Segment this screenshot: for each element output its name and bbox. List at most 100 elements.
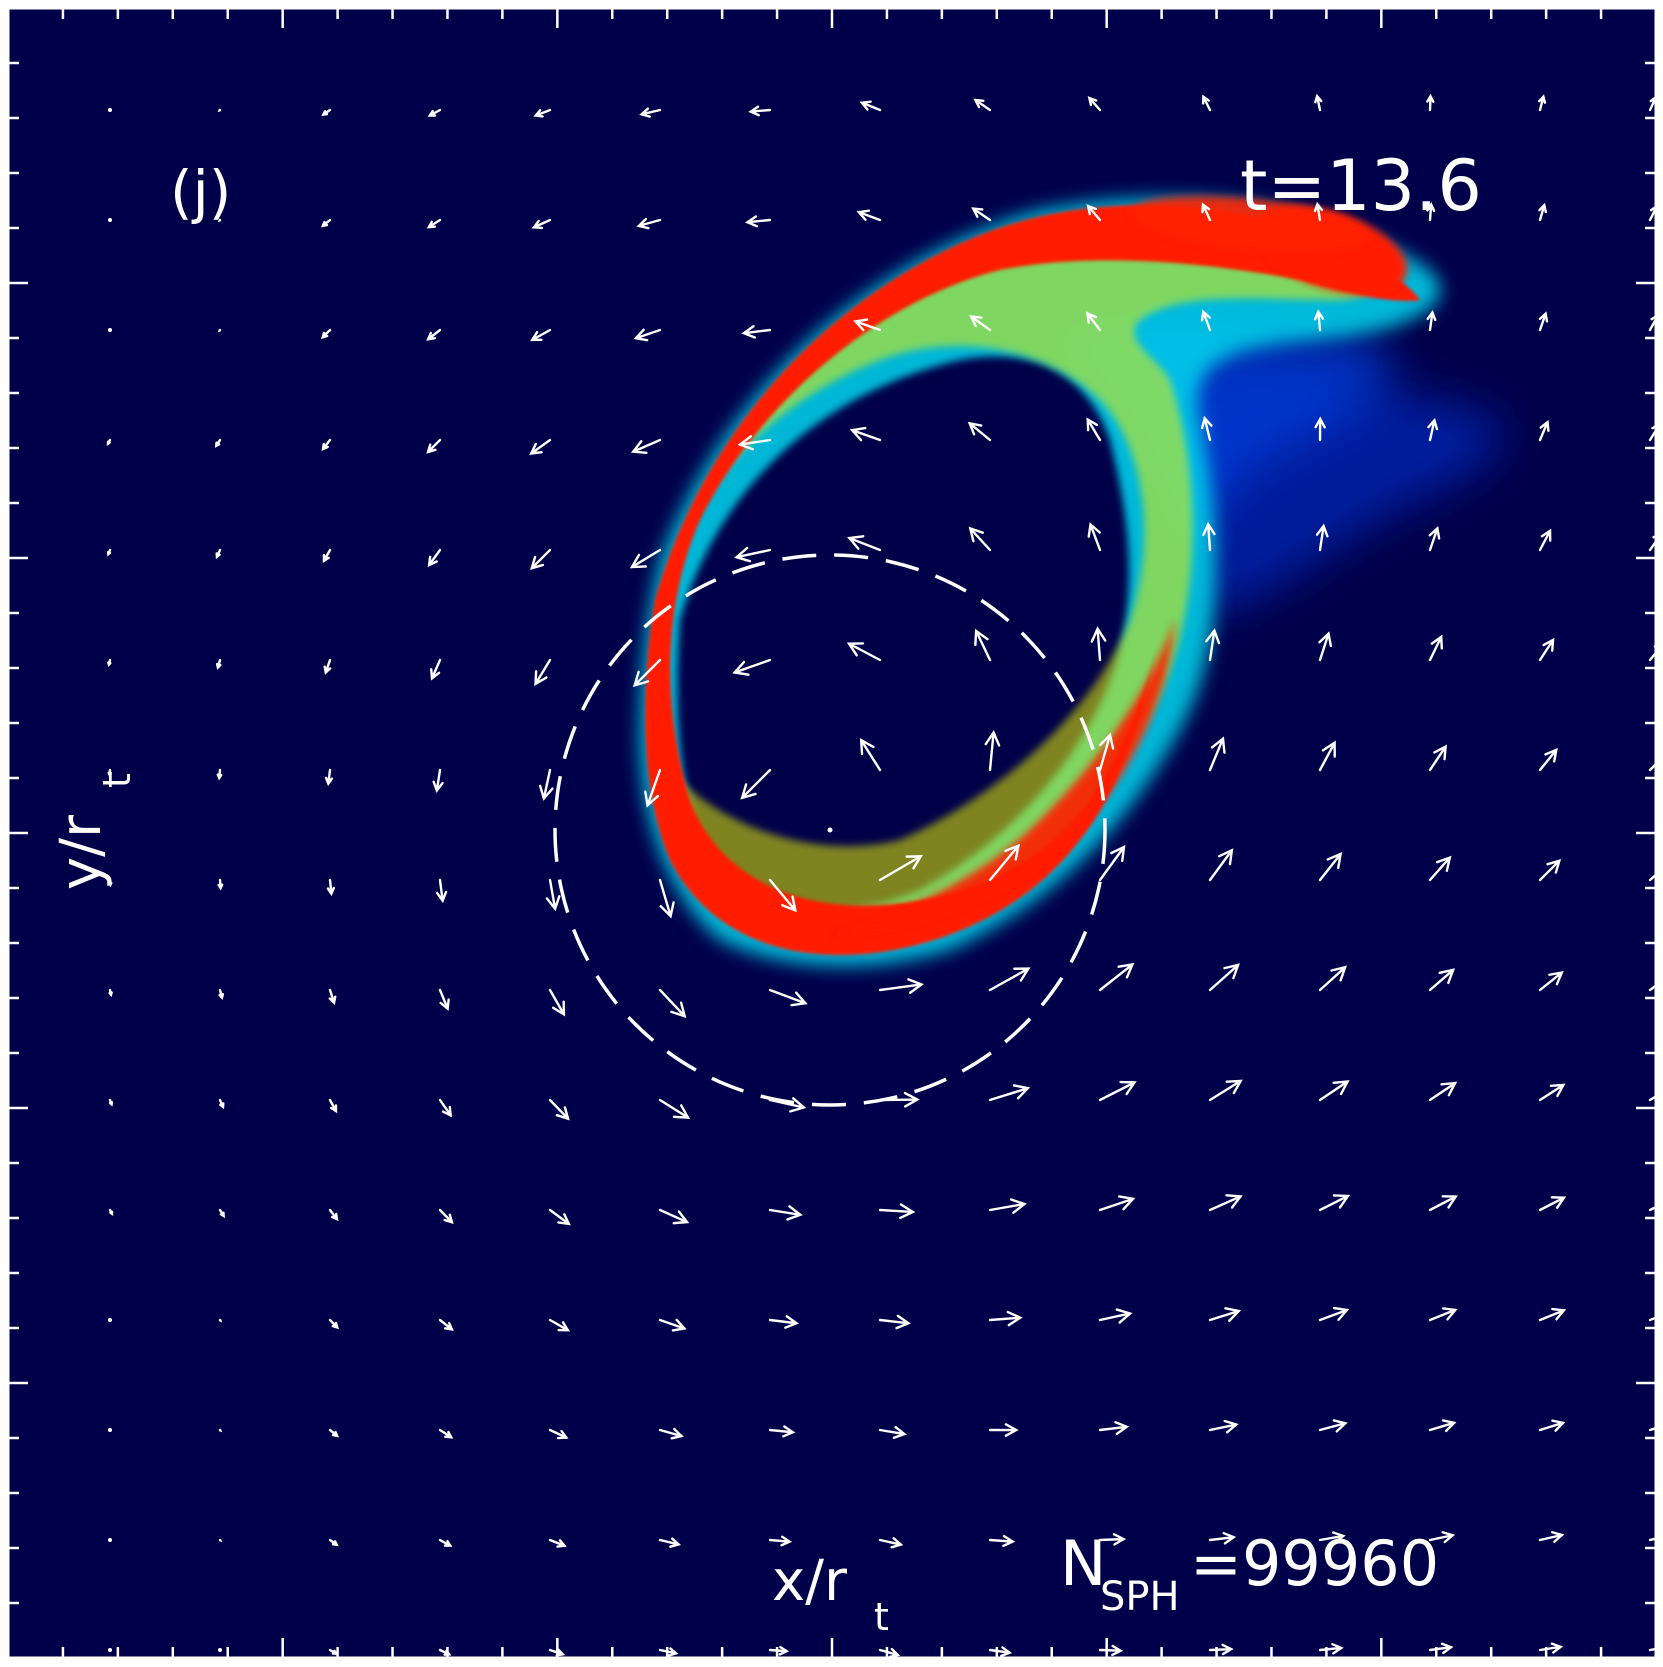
velocity-arrow — [1648, 974, 1663, 992]
velocity-arrow — [1313, 201, 1324, 222]
velocity-arrow — [1098, 844, 1126, 882]
axis-ticks — [6, 6, 1658, 1660]
velocity-arrow — [1202, 521, 1216, 552]
velocity-arrow — [328, 1318, 340, 1330]
velocity-arrow — [320, 328, 332, 340]
stream-mid-band — [680, 220, 1397, 939]
velocity-arrow — [322, 548, 332, 564]
velocity-arrow — [1087, 522, 1102, 552]
velocity-arrow — [1208, 1531, 1237, 1545]
velocity-arrow — [1428, 525, 1441, 552]
velocity-arrow — [548, 1208, 571, 1226]
velocity-arrow — [878, 1647, 901, 1659]
y-axis-label-sub: t — [95, 773, 139, 788]
velocity-arrow — [426, 328, 442, 341]
velocity-arrow — [856, 209, 882, 222]
velocity-arrow — [533, 108, 552, 118]
stream-head-glow — [1130, 196, 1370, 254]
velocity-arrow — [1208, 1079, 1243, 1102]
velocity-arrow — [768, 1535, 793, 1547]
velocity-arrow — [658, 1318, 687, 1332]
velocity-arrow — [1086, 204, 1102, 222]
velocity-arrow — [1428, 968, 1456, 992]
velocity-arrow — [1208, 1419, 1239, 1434]
velocity-dot — [108, 1318, 112, 1322]
velocity-arrow — [1537, 94, 1547, 112]
velocity-arrow — [108, 1208, 114, 1216]
velocity-arrow — [629, 548, 662, 569]
velocity-arrow — [878, 978, 924, 994]
velocity-arrow — [1538, 202, 1547, 222]
velocity-arrow — [1085, 311, 1102, 332]
velocity-arrow — [768, 988, 808, 1007]
velocity-arrow — [328, 988, 337, 1006]
velocity-field — [106, 93, 1663, 1659]
velocity-arrow — [1090, 626, 1107, 662]
velocity-arrow — [853, 318, 882, 332]
velocity-arrow — [768, 1097, 807, 1113]
velocity-arrow — [1538, 637, 1555, 662]
velocity-arrow — [1098, 732, 1115, 772]
velocity-arrow — [545, 878, 561, 912]
particle-count-subscript: SPH — [1100, 1574, 1180, 1620]
velocity-arrow — [1538, 311, 1549, 332]
velocity-arrow — [438, 1538, 453, 1547]
velocity-arrow — [1538, 528, 1552, 552]
velocity-arrow — [1538, 1196, 1567, 1212]
x-axis-label: x/r t — [772, 1549, 889, 1639]
particle-count-label: N SPH =99960 — [1060, 1527, 1439, 1620]
particle-count-symbol: N — [1060, 1527, 1106, 1600]
velocity-arrow — [1538, 859, 1562, 882]
velocity-arrow — [658, 878, 675, 919]
velocity-arrow — [1201, 94, 1212, 112]
velocity-arrow — [744, 215, 772, 228]
velocity-arrow — [216, 768, 223, 781]
velocity-arrow — [658, 988, 687, 1019]
velocity-arrow — [108, 1098, 114, 1107]
velocity-arrow — [1098, 1421, 1130, 1436]
velocity-arrow — [426, 218, 442, 229]
velocity-arrow — [432, 768, 444, 794]
velocity-arrow — [1648, 1531, 1663, 1543]
velocity-arrow — [859, 737, 882, 772]
velocity-arrow — [768, 878, 797, 913]
velocity-arrow — [530, 328, 552, 342]
velocity-arrow — [107, 878, 113, 888]
velocity-arrow — [1314, 93, 1323, 112]
velocity-arrow — [1538, 1083, 1566, 1102]
velocity-arrow — [1314, 416, 1326, 442]
velocity-arrow — [988, 1310, 1023, 1327]
velocity-arrow — [1315, 523, 1329, 552]
velocity-arrow — [1648, 1085, 1663, 1102]
velocity-arrow — [106, 548, 112, 557]
velocity-arrow — [218, 1208, 225, 1218]
velocity-arrow — [1538, 1307, 1567, 1322]
velocity-arrow — [1098, 1533, 1127, 1546]
velocity-arrow — [1427, 417, 1439, 442]
velocity-arrow — [630, 438, 662, 455]
velocity-arrow — [1208, 963, 1240, 992]
velocity-arrow — [658, 1208, 690, 1225]
velocity-arrow — [530, 548, 552, 570]
velocity-arrow — [1318, 1531, 1346, 1544]
velocity-arrow — [106, 438, 112, 446]
velocity-arrow — [326, 878, 335, 897]
velocity-arrow — [529, 438, 552, 455]
velocity-arrow — [968, 526, 992, 552]
tidal-circle — [553, 553, 1107, 1107]
velocity-arrow — [984, 730, 1001, 772]
velocity-arrow — [632, 658, 662, 688]
velocity-arrow — [1200, 309, 1212, 332]
velocity-arrow — [1426, 93, 1435, 112]
velocity-arrow — [427, 108, 442, 117]
velocity-arrow — [1098, 962, 1135, 992]
velocity-arrow — [737, 435, 772, 451]
velocity-arrow — [988, 967, 1031, 992]
velocity-arrow — [1318, 965, 1348, 992]
velocity-arrow — [768, 1315, 799, 1329]
velocity-arrow — [1313, 309, 1325, 332]
velocity-arrow — [1098, 1195, 1136, 1212]
velocity-arrow — [1318, 1419, 1348, 1433]
velocity-arrow — [107, 768, 112, 778]
velocity-arrow — [768, 1425, 796, 1438]
